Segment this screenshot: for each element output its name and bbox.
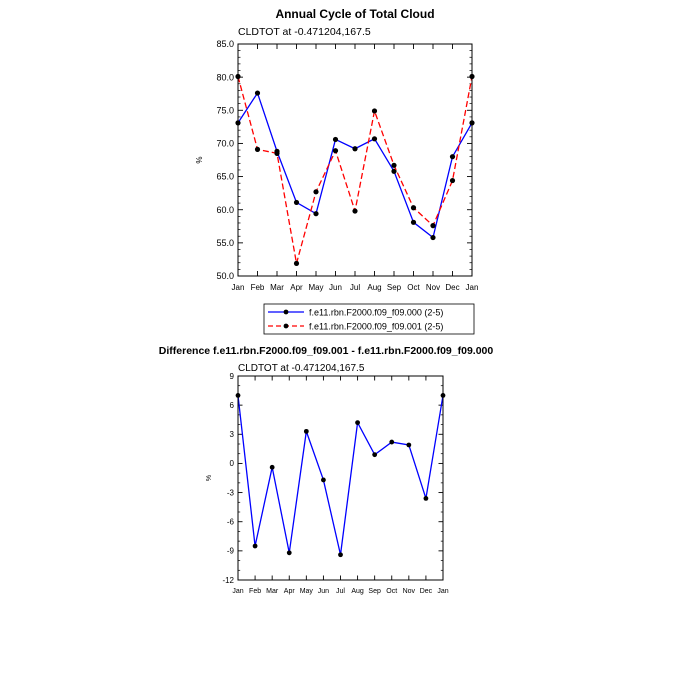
data-point-series-1 — [423, 496, 429, 501]
legend-label-series-1: f.e11.rbn.F2000.f09_f09.000 (2-5) — [309, 308, 443, 318]
y-tick-label: 3 — [230, 430, 235, 439]
data-point-series-2 — [391, 162, 397, 168]
y-tick-label: 6 — [230, 401, 235, 410]
plot-frame — [237, 43, 473, 277]
y-axis-label: % — [195, 156, 204, 163]
x-tick-label: Jan — [466, 283, 479, 292]
series-line-2 — [237, 76, 473, 264]
data-point-series-2 — [274, 150, 280, 156]
data-point-series-1 — [449, 154, 456, 160]
x-tick-label: Nov — [426, 283, 440, 292]
data-point-series-1 — [391, 168, 397, 174]
x-tick-label: Jun — [318, 588, 329, 595]
annual-cycle-chart: Annual Cycle of Total Cloud CLDTOT at -0… — [195, 7, 478, 292]
x-tick-label: Jul — [350, 283, 360, 292]
data-point-series-2 — [313, 189, 319, 195]
y-tick-label: 55.0 — [216, 238, 234, 248]
x-tick-label: May — [300, 588, 314, 595]
data-point-series-1 — [252, 543, 258, 549]
y-tick-label: 70.0 — [216, 139, 234, 149]
x-tick-label: Oct — [407, 283, 420, 292]
data-point-series-1 — [269, 464, 275, 470]
data-point-series-1 — [254, 90, 261, 96]
data-point-series-1 — [389, 439, 395, 445]
y-tick-label: 50.0 — [216, 271, 234, 281]
legend-label-series-2: f.e11.rbn.F2000.f09_f09.001 (2-5) — [309, 322, 443, 332]
x-tick-label: Jan — [232, 283, 245, 292]
x-tick-label: Sep — [368, 588, 381, 595]
data-point-series-1 — [352, 146, 358, 152]
x-tick-label: Jan — [437, 588, 448, 595]
x-tick-label: Jan — [232, 588, 243, 595]
legend-marker-series-1 — [283, 309, 289, 315]
x-tick-label: Dec — [420, 588, 433, 595]
data-point-series-1 — [293, 199, 300, 206]
data-point-series-1 — [303, 428, 309, 434]
data-point-series-1 — [321, 477, 326, 483]
y-tick-label: 60.0 — [216, 205, 234, 215]
data-point-series-1 — [286, 550, 292, 556]
x-tick-label: May — [308, 283, 323, 292]
legend-entry-series-2: f.e11.rbn.F2000.f09_f09.001 (2-5) — [268, 322, 443, 332]
data-point-series-1 — [410, 219, 417, 225]
x-tick-label: Feb — [251, 283, 265, 292]
data-point-series-2 — [410, 205, 417, 211]
series-line-1 — [237, 395, 444, 555]
data-point-series-2 — [352, 208, 358, 214]
axis-ticks: -12 -9 -6 -3 0 3 6 9 Jan Feb Mar Apr May Jun Jul Aug Sep… — [222, 372, 448, 595]
x-tick-label: Feb — [249, 588, 261, 595]
data-point-series-2 — [430, 223, 436, 229]
data-point-series-2 — [293, 260, 300, 267]
y-tick-label: 75.0 — [216, 105, 234, 115]
data-point-series-2 — [332, 148, 339, 154]
data-point-series-2 — [449, 177, 456, 184]
y-tick-label: -3 — [227, 488, 235, 497]
y-tick-label: 80.0 — [216, 72, 234, 82]
legend: f.e11.rbn.F2000.f09_f09.000 (2-5) f.e11.… — [263, 303, 475, 335]
y-tick-label: 85.0 — [216, 39, 234, 49]
chart-title: Difference f.e11.rbn.F2000.f09_f09.001 -… — [159, 345, 494, 357]
x-tick-label: Jul — [336, 588, 345, 595]
legend-box — [263, 303, 475, 335]
series-layer — [235, 73, 475, 267]
legend-entry-series-1: f.e11.rbn.F2000.f09_f09.000 (2-5) — [268, 308, 443, 318]
data-point-series-1 — [372, 452, 378, 458]
y-tick-label: 65.0 — [216, 172, 234, 182]
chart-subtitle: CLDTOT at -0.471204,167.5 — [238, 26, 371, 38]
difference-chart: Difference f.e11.rbn.F2000.f09_f09.001 -… — [159, 345, 494, 595]
x-tick-label: Apr — [290, 283, 303, 292]
y-axis-label: % — [206, 475, 213, 481]
data-point-series-1 — [313, 211, 319, 217]
chart-subtitle: CLDTOT at -0.471204,167.5 — [238, 363, 365, 374]
x-tick-label: Mar — [266, 588, 279, 595]
plot-frame — [237, 375, 444, 581]
x-tick-label: Dec — [445, 283, 459, 292]
data-point-series-1 — [406, 442, 412, 448]
series-layer — [235, 393, 446, 558]
x-tick-label: Apr — [284, 588, 296, 595]
y-tick-label: 0 — [230, 459, 235, 468]
data-point-series-1 — [355, 420, 360, 426]
axis-ticks: 50.0 55.0 60.0 65.0 70.0 75.0 80.0 85.0 Jan Feb Ma… — [216, 39, 478, 292]
x-tick-label: Mar — [270, 283, 284, 292]
chart-title: Annual Cycle of Total Cloud — [275, 7, 434, 21]
x-tick-label: Jun — [329, 283, 342, 292]
x-tick-label: Aug — [351, 588, 364, 595]
x-tick-label: Sep — [387, 283, 402, 292]
legend-marker-series-2 — [283, 323, 289, 329]
data-point-series-1 — [430, 234, 436, 241]
x-tick-label: Oct — [386, 588, 397, 595]
data-point-series-2 — [254, 146, 261, 152]
data-point-series-1 — [332, 136, 339, 143]
y-tick-label: -9 — [227, 547, 235, 556]
y-tick-label: -12 — [222, 576, 234, 585]
data-point-series-1 — [338, 552, 343, 558]
x-tick-label: Aug — [367, 283, 381, 292]
x-tick-label: Nov — [403, 588, 416, 595]
y-tick-label: -6 — [227, 518, 235, 527]
data-point-series-2 — [371, 108, 378, 114]
y-tick-label: 9 — [230, 372, 235, 381]
data-point-series-1 — [371, 136, 378, 142]
